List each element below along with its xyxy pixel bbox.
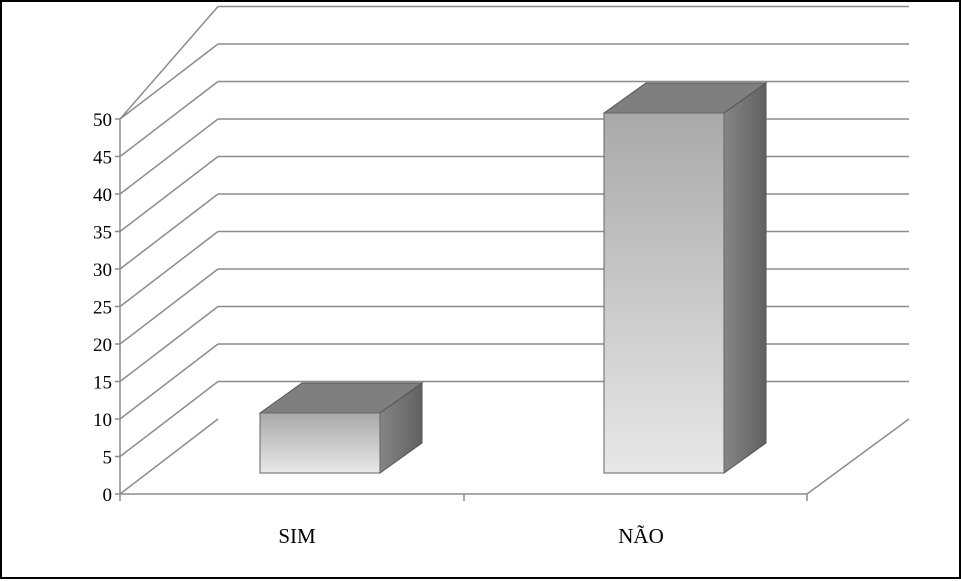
category-labels: SIM NÃO (278, 524, 663, 548)
y-tick-label: 25 (93, 298, 112, 319)
y-axis: 0 5 10 15 20 25 30 35 40 45 50 (93, 110, 808, 506)
y-tick-label: 5 (103, 448, 113, 469)
bars (258, 82, 768, 474)
bar-não (602, 82, 768, 474)
y-tick-label: 15 (93, 373, 112, 394)
side-wall-line (119, 380, 219, 458)
floor-edge (806, 418, 910, 495)
x-category-label: SIM (278, 524, 316, 548)
bar-front (603, 112, 725, 474)
side-wall-line (119, 6, 219, 120)
side-wall-line (119, 193, 219, 270)
side-wall-line (119, 230, 219, 308)
side-wall-line (119, 118, 219, 195)
x-category-label: NÃO (618, 524, 664, 548)
side-wall-line (119, 43, 219, 120)
side-wall-line (119, 343, 219, 420)
gridlines (119, 5, 910, 495)
side-wall-line (119, 80, 219, 158)
y-tick-label: 45 (93, 148, 112, 169)
y-tick-label: 30 (93, 260, 112, 281)
y-tick-label: 35 (93, 223, 112, 244)
bar-sim (258, 382, 424, 474)
side-wall-line (119, 268, 219, 345)
y-tick-label: 50 (93, 110, 112, 131)
side-wall-line (119, 418, 219, 495)
side-wall-line (119, 155, 219, 233)
bar-side (723, 82, 767, 474)
y-tick-label: 10 (93, 410, 112, 431)
y-tick-label: 20 (93, 335, 112, 356)
y-tick-label: 40 (93, 185, 112, 206)
bar-front (259, 412, 381, 474)
y-tick-label: 0 (103, 485, 113, 506)
side-wall-line (119, 305, 219, 383)
